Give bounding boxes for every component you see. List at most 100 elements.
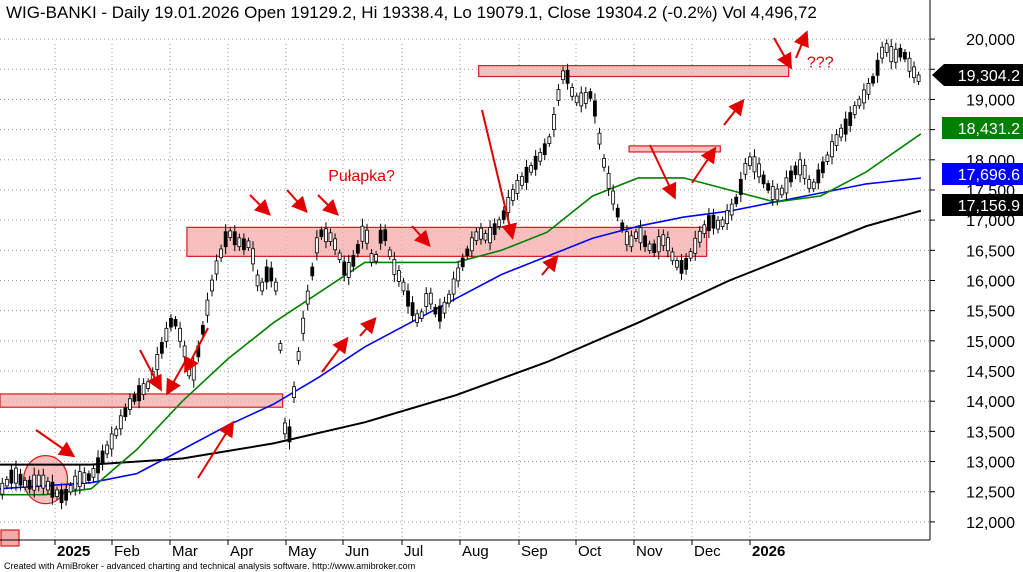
- price-candle: [314, 237, 319, 254]
- price-candle: [396, 270, 401, 282]
- price-candle: [624, 231, 629, 246]
- price-candle: [565, 69, 570, 84]
- x-tick-label: Sep: [521, 543, 548, 560]
- price-candle: [593, 100, 597, 117]
- price-candle: [465, 248, 470, 257]
- price-candle: [0, 482, 5, 495]
- price-candle: [725, 210, 730, 225]
- price-candle: [109, 433, 114, 450]
- price-candle: [219, 248, 224, 259]
- price-candle: [415, 313, 420, 323]
- price-candle: [706, 215, 711, 232]
- price-candle: [820, 161, 825, 174]
- price-candle: [757, 163, 761, 178]
- price-candle: [597, 132, 602, 145]
- price-candle: [861, 89, 866, 104]
- price-candle: [643, 235, 647, 248]
- axes: 12,000 12,500 13,000 13,500 14,000 14,500 15,0…: [0, 0, 1023, 560]
- zone-rect: [186, 226, 708, 257]
- price-candle: [406, 290, 410, 307]
- price-candle: [830, 141, 834, 158]
- annotation-arrow: [35, 429, 76, 458]
- price-candle: [652, 243, 657, 254]
- annotation-arrow: [723, 98, 745, 126]
- price-candle: [442, 301, 447, 314]
- price-candle: [570, 87, 575, 97]
- zone-rect: [0, 393, 284, 408]
- price-candle: [68, 484, 73, 493]
- price-candle: [337, 252, 342, 261]
- y-tick-label: 14,500: [966, 364, 1015, 381]
- price-candle: [232, 231, 237, 246]
- price-candle: [743, 163, 748, 175]
- price-candle: [479, 227, 483, 240]
- support-resistance-zones: [0, 65, 790, 547]
- price-candle: [100, 450, 105, 465]
- price-candle: [857, 98, 862, 107]
- annotation-arrow: [691, 146, 717, 184]
- price-candle: [893, 48, 898, 63]
- price-badge-bg: [942, 194, 1023, 216]
- price-candle: [23, 479, 27, 488]
- price-badge: 17,696.6: [942, 163, 1023, 185]
- price-candle: [665, 237, 670, 252]
- price-candle: [688, 251, 693, 259]
- price-candle: [310, 266, 315, 277]
- price-candle: [789, 170, 793, 183]
- y-tick-label: 12,000: [966, 515, 1015, 532]
- price-candle: [77, 471, 82, 488]
- price-badge: 18,431.2: [942, 117, 1023, 139]
- annotation-arrow: [794, 30, 809, 59]
- price-candle: [579, 92, 584, 107]
- price-candle: [798, 159, 802, 176]
- price-candle: [228, 230, 233, 238]
- price-candle: [342, 261, 347, 276]
- price-candle: [634, 231, 638, 239]
- chart-credit: Created with AmiBroker - advanced charti…: [4, 561, 415, 571]
- zone-rect: [478, 65, 790, 78]
- price-candle: [251, 248, 255, 265]
- x-tick-label: Nov: [636, 543, 663, 560]
- price-candle: [392, 258, 397, 275]
- price-candle: [770, 186, 775, 200]
- price-candle: [155, 354, 160, 370]
- price-candle: [141, 383, 146, 395]
- price-candle: [105, 444, 110, 455]
- y-tick-label: 16,000: [966, 273, 1015, 290]
- price-candle: [556, 89, 561, 101]
- price-candle: [510, 189, 515, 201]
- price-candle: [333, 238, 337, 251]
- x-tick-label: Feb: [114, 543, 140, 560]
- price-candle: [583, 92, 588, 104]
- price-candle: [647, 243, 652, 252]
- annotation-arrow: [321, 336, 349, 373]
- price-candle: [497, 219, 502, 227]
- price-candle: [602, 158, 606, 168]
- price-candle: [848, 112, 853, 126]
- ma-short-line: [0, 133, 922, 496]
- annotation-label: ???: [807, 54, 834, 71]
- price-badge-bg: [942, 163, 1023, 185]
- price-candle: [574, 95, 579, 104]
- price-candle: [761, 174, 766, 185]
- price-candle: [615, 207, 620, 218]
- price-candle: [670, 251, 675, 262]
- y-tick-label: 19,000: [966, 92, 1015, 109]
- x-tick-label: Dec: [694, 543, 721, 560]
- price-candle: [675, 260, 679, 268]
- price-candle: [775, 188, 780, 201]
- price-candle: [793, 165, 798, 176]
- price-candle: [880, 46, 885, 59]
- zone-rect: [628, 145, 721, 153]
- price-badge-label: 17,696.6: [958, 167, 1020, 184]
- price-candle: [903, 51, 907, 60]
- price-candle: [378, 229, 383, 244]
- annotation-arrow: [197, 420, 235, 479]
- price-candle: [383, 229, 388, 242]
- price-candle: [123, 407, 128, 418]
- price-badge-label: 19,304.2: [958, 68, 1020, 85]
- price-candle: [410, 302, 415, 317]
- price-candle: [205, 299, 210, 316]
- price-candle: [292, 386, 296, 398]
